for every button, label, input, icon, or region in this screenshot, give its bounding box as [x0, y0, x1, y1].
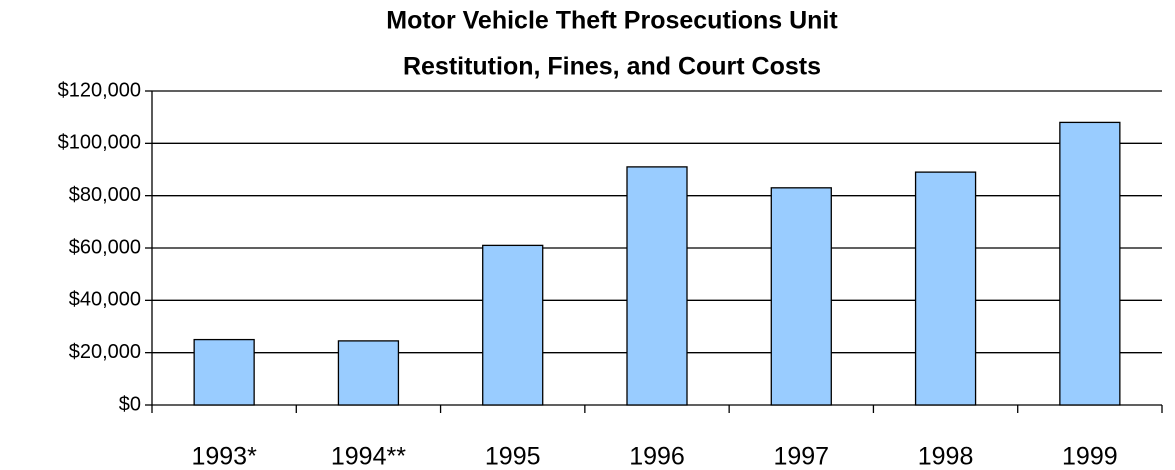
y-tick-label: $80,000 [69, 184, 141, 206]
x-tick-label: 1995 [485, 443, 541, 470]
y-tick-label: $120,000 [58, 79, 141, 101]
bar [337, 340, 400, 406]
x-tick-label: 1999 [1062, 443, 1118, 470]
x-tick-label: 1998 [918, 443, 974, 470]
bar [193, 338, 255, 406]
x-tick-label: 1996 [629, 443, 685, 470]
x-tick-label: 1994** [331, 443, 406, 470]
bar [482, 244, 544, 406]
bar [1059, 121, 1121, 406]
y-tick-label: $40,000 [69, 289, 141, 311]
y-tick-label: $100,000 [58, 132, 141, 154]
x-tick-label: 1993* [191, 443, 257, 470]
bar [914, 171, 977, 406]
y-tick-label: $20,000 [69, 341, 141, 363]
y-tick-label: $0 [119, 393, 141, 415]
bar [626, 166, 688, 406]
x-tick-label: 1997 [773, 443, 829, 470]
chart-title: Motor Vehicle Theft Prosecutions Unit [386, 7, 838, 35]
y-tick-label: $60,000 [69, 236, 141, 258]
chart-subtitle: Restitution, Fines, and Court Costs [403, 53, 821, 81]
bar [770, 187, 832, 406]
